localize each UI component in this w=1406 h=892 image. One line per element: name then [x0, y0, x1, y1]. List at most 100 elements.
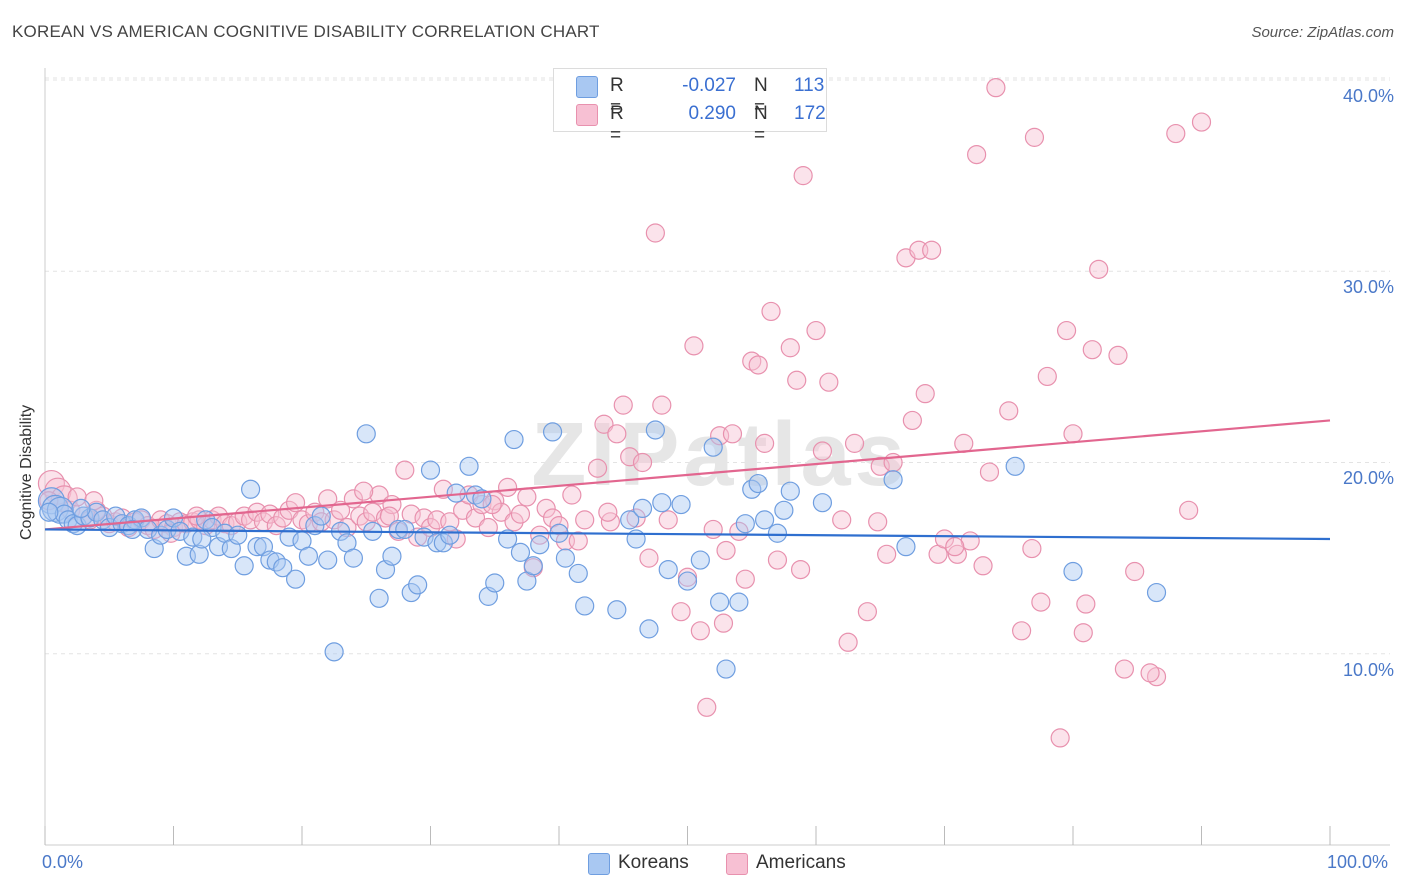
scatter-point — [947, 544, 967, 564]
scatter-point — [716, 659, 736, 679]
scatter-point — [658, 559, 678, 580]
scatter-point — [748, 473, 768, 494]
scatter-point — [767, 550, 788, 570]
scatter-point — [690, 621, 710, 641]
scatter-point — [1011, 621, 1032, 641]
scatter-point — [857, 602, 878, 622]
scatter-point — [369, 588, 389, 608]
scatter-point — [575, 510, 595, 530]
scatter-point — [408, 575, 428, 595]
watermark: ZIPatlas — [531, 405, 908, 505]
scatter-point — [530, 535, 550, 555]
y-tick-label: 20.0% — [1342, 468, 1394, 488]
scatter-point — [555, 548, 576, 568]
legend-label: Americans — [756, 852, 846, 873]
scatter-point — [967, 144, 987, 165]
stats-legend: R = -0.027 N = 113 R = 0.290 N = 172 — [553, 68, 827, 146]
scatter-point — [234, 556, 254, 576]
scatter-point — [1114, 659, 1135, 679]
scatter-point — [954, 433, 974, 453]
scatter-point — [39, 491, 59, 511]
scatter-point — [729, 592, 749, 612]
scatter-point — [1166, 123, 1186, 144]
scatter-point — [459, 456, 479, 476]
chart-title: KOREAN VS AMERICAN COGNITIVE DISABILITY … — [12, 22, 600, 41]
scatter-point — [632, 498, 653, 518]
scatter-point — [677, 571, 698, 591]
scatter-point — [922, 240, 942, 260]
scatter-point — [1073, 623, 1093, 643]
scatter-point — [632, 452, 653, 473]
scatter-point — [1056, 320, 1077, 341]
scatter-point — [71, 498, 91, 518]
scatter-point — [318, 489, 338, 509]
scatter-point — [1022, 538, 1042, 559]
scatter-point — [542, 422, 563, 442]
scatter-point — [285, 569, 306, 589]
n-value: 172 — [794, 103, 826, 124]
scatter-point — [273, 558, 293, 578]
scatter-point — [401, 582, 421, 603]
scatter-point — [1179, 500, 1199, 520]
scatter-point — [703, 519, 723, 540]
scatter-point — [658, 510, 678, 530]
scatter-point — [568, 531, 588, 551]
americans-points — [37, 78, 1212, 748]
scatter-point — [228, 525, 248, 545]
scatter-point — [870, 456, 890, 476]
koreans-swatch — [588, 853, 610, 875]
scatter-point — [722, 424, 743, 444]
legend-label: Koreans — [618, 852, 689, 873]
axes — [44, 68, 1390, 846]
scatter-point — [819, 372, 839, 392]
scatter-point — [1037, 366, 1057, 387]
y-axis-label: Cognitive Disability — [18, 404, 35, 540]
scatter-point — [684, 336, 704, 356]
scatter-point — [671, 494, 691, 515]
scatter-point — [369, 485, 389, 505]
scatter-point — [607, 600, 627, 620]
trend-lines — [44, 419, 1331, 541]
scatter-point — [382, 546, 402, 566]
n-label: N = — [754, 75, 768, 118]
scatter-point — [354, 481, 374, 501]
y-tick-label: 30.0% — [1342, 277, 1394, 297]
scatter-point — [774, 500, 794, 520]
scatter-point — [620, 510, 640, 530]
scatter-point — [613, 395, 633, 415]
scatter-point — [587, 458, 608, 478]
scatter-point — [999, 401, 1019, 421]
scatter-point — [806, 320, 826, 341]
scatter-point — [902, 410, 922, 431]
americans-swatch — [576, 104, 598, 126]
scatter-point — [979, 462, 1000, 482]
scatter-point — [86, 502, 107, 522]
scatter-point — [1108, 345, 1128, 365]
scatter-point — [1063, 561, 1083, 582]
scatter-point — [395, 460, 415, 480]
scatter-point — [767, 523, 788, 543]
scatter-point — [844, 433, 865, 453]
scatter-point — [1031, 592, 1051, 612]
scatter-point — [575, 596, 595, 616]
r-value: -0.027 — [682, 75, 736, 96]
scatter-point — [812, 441, 833, 461]
scatter-point — [1076, 594, 1096, 614]
scatter-point — [440, 512, 460, 532]
scatter-point — [356, 424, 376, 444]
scatter-point — [1024, 127, 1045, 147]
r-label: R = — [610, 75, 624, 118]
x-tick-label: 0.0% — [42, 852, 84, 872]
scatter-point — [710, 592, 730, 612]
scatter-point — [915, 384, 935, 404]
n-value: 113 — [794, 75, 825, 96]
scatter-point — [395, 519, 415, 540]
scatter-point — [838, 632, 858, 652]
scatter-point — [192, 529, 212, 549]
scatter-point — [607, 424, 627, 444]
scatter-point — [388, 519, 408, 540]
scatter-point — [1140, 663, 1160, 683]
scatter-point — [832, 510, 852, 530]
scatter-point — [748, 355, 768, 375]
n-label: N = — [754, 103, 768, 146]
